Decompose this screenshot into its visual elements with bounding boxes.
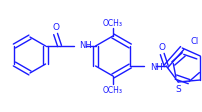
Text: NH: NH — [149, 63, 162, 72]
Text: S: S — [175, 85, 180, 94]
Text: Cl: Cl — [189, 36, 198, 45]
Text: OCH₃: OCH₃ — [102, 86, 122, 95]
Text: O: O — [52, 23, 59, 32]
Text: NH: NH — [79, 41, 92, 50]
Text: OCH₃: OCH₃ — [102, 18, 122, 27]
Text: O: O — [158, 43, 165, 52]
